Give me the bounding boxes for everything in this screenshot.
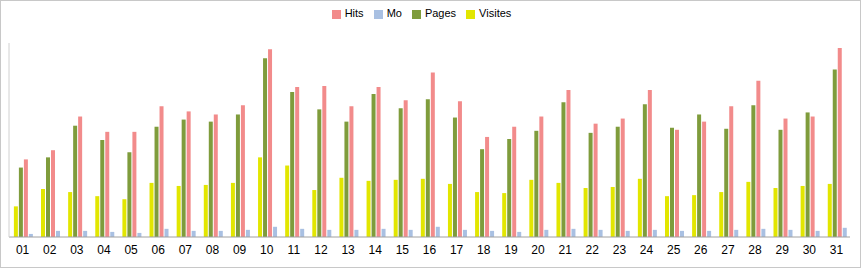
svg-text:02: 02 (43, 243, 57, 257)
svg-text:10: 10 (260, 243, 274, 257)
svg-text:04: 04 (97, 243, 111, 257)
html-text:Pages: Pages (424, 7, 457, 19)
svg-text:28: 28 (748, 243, 762, 257)
svg-text:14: 14 (369, 243, 383, 257)
svg-text:12: 12 (314, 243, 328, 257)
svg-text:16: 16 (423, 243, 437, 257)
svg-text:30: 30 (803, 243, 817, 257)
svg-text:20: 20 (531, 243, 545, 257)
html-text:Mo: Mo (386, 7, 402, 19)
svg-text:05: 05 (124, 243, 138, 257)
svg-text:22: 22 (586, 243, 600, 257)
svg-text:18: 18 (477, 243, 491, 257)
svg-text:08: 08 (206, 243, 220, 257)
html-text:Visites: Visites (479, 7, 512, 19)
svg-text:25: 25 (667, 243, 681, 257)
svg-text:31: 31 (830, 243, 844, 257)
html-text:Hits: Hits (344, 7, 364, 19)
svg-text:07: 07 (179, 243, 193, 257)
svg-text:29: 29 (775, 243, 789, 257)
svg-text:09: 09 (233, 243, 247, 257)
svg-text:17: 17 (450, 243, 464, 257)
svg-text:26: 26 (694, 243, 708, 257)
svg-text:03: 03 (70, 243, 84, 257)
svg-text:15: 15 (396, 243, 410, 257)
svg-text:19: 19 (504, 243, 518, 257)
svg-text:27: 27 (721, 243, 735, 257)
svg-text:24: 24 (640, 243, 654, 257)
svg-text:13: 13 (341, 243, 355, 257)
svg-text:01: 01 (16, 243, 30, 257)
svg-text:11: 11 (288, 243, 301, 257)
svg-text:21: 21 (558, 243, 572, 257)
svg-text:06: 06 (152, 243, 166, 257)
svg-text:23: 23 (613, 243, 627, 257)
